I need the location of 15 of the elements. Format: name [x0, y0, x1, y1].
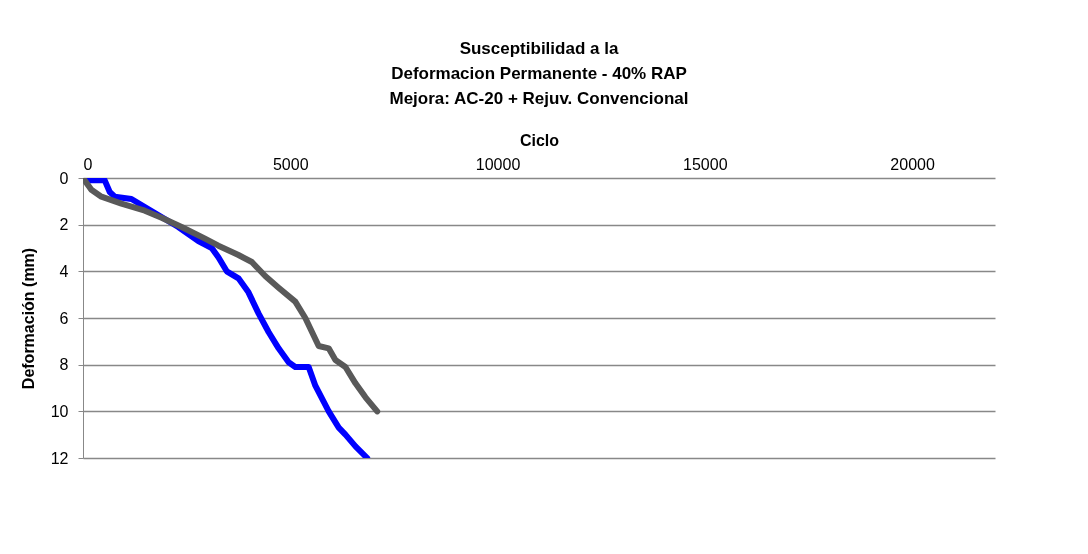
- y-tick-label: 12: [50, 449, 69, 467]
- y-axis-title: Deformación (mm): [19, 247, 37, 390]
- y-tick-label: 2: [59, 216, 69, 234]
- x-tick-label: 5000: [272, 155, 309, 173]
- chart-title: Susceptibilidad a la Deformacion Permanente - 40% RAP Mejora: AC-20 + Rejuv. Convencional: [389, 39, 689, 108]
- x-tick-label: 15000: [683, 155, 728, 173]
- y-tick-label: 0: [59, 169, 69, 187]
- y-tick-label: 8: [59, 356, 69, 374]
- x-tick-label: 20000: [890, 155, 935, 173]
- y-tick-label: 6: [59, 309, 69, 327]
- y-tick-label: 10: [50, 402, 69, 420]
- x-axis-title: Ciclo: [519, 131, 560, 149]
- x-tick-label: 0: [83, 155, 93, 173]
- x-tick-label: 10000: [475, 155, 521, 173]
- y-tick-label: 4: [59, 262, 69, 280]
